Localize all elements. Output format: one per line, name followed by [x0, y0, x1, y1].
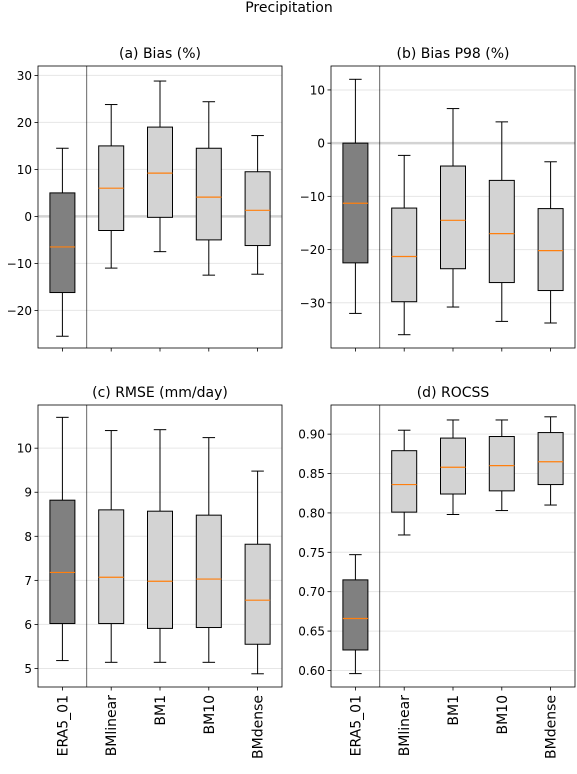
- box-BMlinear: [391, 429, 418, 536]
- box-iqr: [147, 126, 173, 218]
- y-tick-label: 10: [17, 163, 32, 177]
- y-tick-label: 30: [17, 69, 32, 83]
- y-tick-label: 8: [24, 530, 32, 544]
- panel-title: (c) RMSE (mm/day): [92, 385, 228, 401]
- figure-title: Precipitation: [245, 0, 333, 16]
- box-BM1: [147, 80, 173, 253]
- box-iqr: [244, 543, 271, 645]
- panel-title: (d) ROCSS: [417, 385, 490, 401]
- box-BMlinear: [391, 154, 418, 336]
- box-iqr: [488, 179, 515, 284]
- y-tick-label: 0.90: [298, 428, 325, 442]
- panel-title: (a) Bias (%): [119, 46, 201, 62]
- x-tick-label: BMdense: [251, 695, 267, 759]
- y-tick-label: −20: [300, 243, 325, 257]
- x-tick-label: ERA5_01: [348, 695, 364, 756]
- box-iqr: [391, 450, 418, 513]
- y-tick-label: 9: [24, 486, 32, 500]
- box-BM10: [195, 437, 222, 663]
- box-ERA5_01: [342, 554, 369, 675]
- x-tick-label: BMlinear: [104, 695, 120, 757]
- y-tick-label: −10: [7, 257, 32, 271]
- y-tick-label: −10: [300, 190, 325, 204]
- panel-0: −20 −10 0 10 20 30 (a) Bias (%): [7, 46, 283, 352]
- y-tick-label: 0.80: [298, 506, 325, 520]
- box-BM10: [488, 121, 515, 322]
- y-tick-label: 10: [17, 442, 32, 456]
- y-tick-label: 6: [24, 618, 32, 632]
- box-BM1: [147, 429, 173, 663]
- box-BMlinear: [98, 104, 125, 269]
- box-iqr: [49, 192, 76, 294]
- x-tick-label: BM10: [495, 695, 511, 735]
- y-tick-label: −30: [300, 296, 325, 310]
- box-iqr: [391, 207, 418, 303]
- box-BMdense: [244, 135, 271, 275]
- panel-3: 0.60 0.65 0.70 0.75 0.80 0.85 0.90 ERA5_01 BMlin…: [298, 385, 576, 759]
- y-tick-label: 7: [24, 574, 32, 588]
- y-tick-label: 20: [17, 116, 32, 130]
- x-tick-label: ERA5_01: [55, 695, 71, 756]
- x-tick-label: BM1: [153, 695, 169, 726]
- y-tick-label: 0.75: [298, 546, 325, 560]
- box-BM10: [488, 419, 515, 512]
- box-ERA5_01: [342, 78, 369, 314]
- panel-1: −30 −20 −10 0 10 (b) Bias P98 (%): [300, 46, 576, 352]
- box-iqr: [488, 436, 515, 492]
- box-BMdense: [537, 416, 564, 506]
- box-ERA5_01: [49, 416, 76, 662]
- x-tick-label: BMlinear: [397, 695, 413, 757]
- box-iqr: [147, 510, 173, 629]
- y-tick-label: 0.85: [298, 467, 325, 481]
- box-iqr: [342, 579, 369, 651]
- x-tick-label: BM10: [202, 695, 218, 735]
- box-iqr: [98, 509, 125, 625]
- box-ERA5_01: [49, 147, 76, 337]
- box-BMlinear: [98, 430, 125, 663]
- box-BMdense: [537, 161, 564, 324]
- x-tick-label: BMdense: [544, 695, 560, 759]
- box-BM1: [440, 108, 466, 308]
- x-tick-label: BM1: [446, 695, 462, 726]
- y-tick-label: 0.65: [298, 625, 325, 639]
- y-tick-label: −20: [7, 304, 32, 318]
- y-tick-label: 0.60: [298, 664, 325, 678]
- box-BM10: [195, 101, 222, 276]
- box-iqr: [440, 437, 466, 495]
- box-BMdense: [244, 470, 271, 675]
- y-tick-label: 5: [24, 662, 32, 676]
- box-iqr: [195, 147, 222, 241]
- box-iqr: [49, 499, 76, 625]
- box-iqr: [195, 514, 222, 629]
- box-BM1: [440, 419, 466, 515]
- box-iqr: [537, 208, 564, 292]
- panel-title: (b) Bias P98 (%): [396, 46, 509, 62]
- y-tick-label: 0.70: [298, 585, 325, 599]
- panel-2: 5 6 7 8 9 10 ERA5_01 BMlinear BM1 BM10 BMdense (c) …: [17, 385, 283, 759]
- y-tick-label: 10: [310, 83, 325, 97]
- box-iqr: [244, 171, 271, 247]
- y-tick-label: 0: [317, 137, 325, 151]
- y-tick-label: 0: [24, 210, 32, 224]
- box-iqr: [537, 432, 564, 486]
- box-iqr: [440, 165, 466, 270]
